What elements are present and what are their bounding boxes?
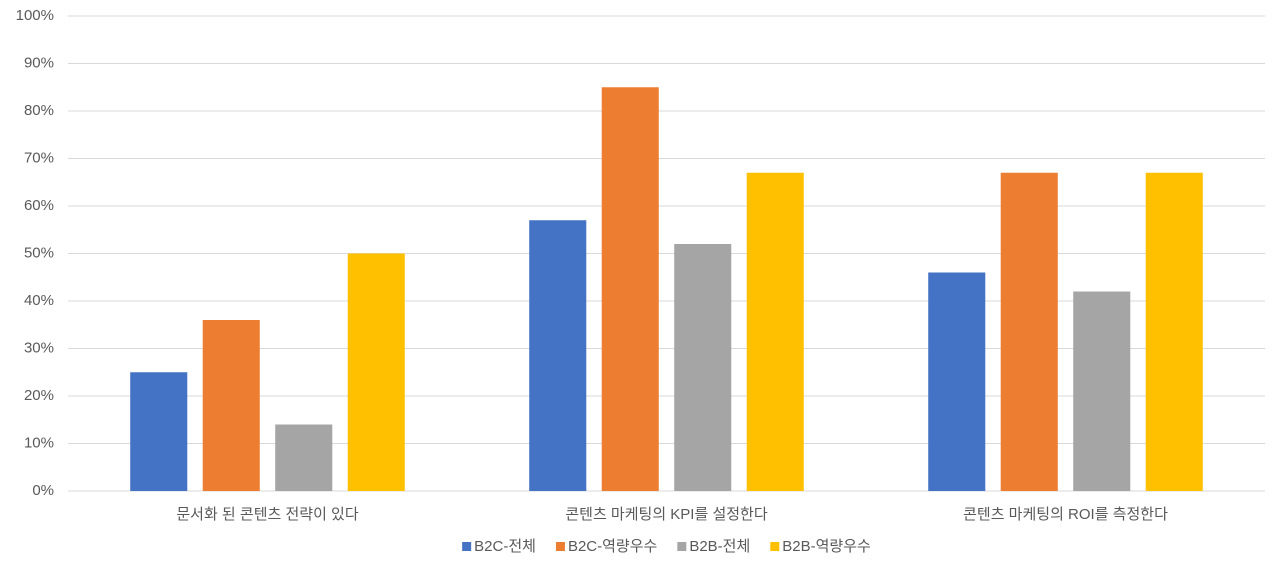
y-tick-label: 100% <box>16 7 54 24</box>
legend-swatch <box>555 542 565 551</box>
y-tick-label: 70% <box>24 149 54 166</box>
x-tick-label: 콘텐츠 마케팅의 KPI를 설정한다 <box>565 506 767 523</box>
bar <box>275 424 333 491</box>
legend-swatch <box>677 542 687 551</box>
legend-label: B2B-전체 <box>689 538 750 555</box>
y-tick-label: 90% <box>24 54 54 71</box>
y-tick-label: 0% <box>32 482 54 499</box>
bar <box>529 220 587 491</box>
legend-label: B2C-역량우수 <box>568 538 657 555</box>
y-tick-label: 20% <box>24 387 54 404</box>
y-tick-label: 30% <box>24 339 54 356</box>
legend-label: B2B-역량우수 <box>782 538 871 555</box>
bar <box>601 87 659 491</box>
bar <box>746 172 804 491</box>
y-tick-label: 40% <box>24 292 54 309</box>
legend-label: B2C-전체 <box>474 538 536 555</box>
bar <box>130 372 188 491</box>
bar <box>928 272 986 491</box>
y-tick-label: 80% <box>24 102 54 119</box>
bar <box>1145 172 1203 491</box>
bar <box>1000 172 1058 491</box>
bar <box>202 320 260 491</box>
y-tick-label: 60% <box>24 197 54 214</box>
y-tick-label: 10% <box>24 434 54 451</box>
legend-swatch <box>770 542 780 551</box>
x-tick-label: 콘텐츠 마케팅의 ROI를 측정한다 <box>963 506 1168 523</box>
x-tick-label: 문서화 된 콘텐츠 전략이 있다 <box>176 506 358 523</box>
bar <box>347 253 405 491</box>
y-tick-label: 50% <box>24 244 54 261</box>
bar <box>1073 291 1131 491</box>
legend-swatch <box>462 542 472 551</box>
bar <box>674 244 732 491</box>
